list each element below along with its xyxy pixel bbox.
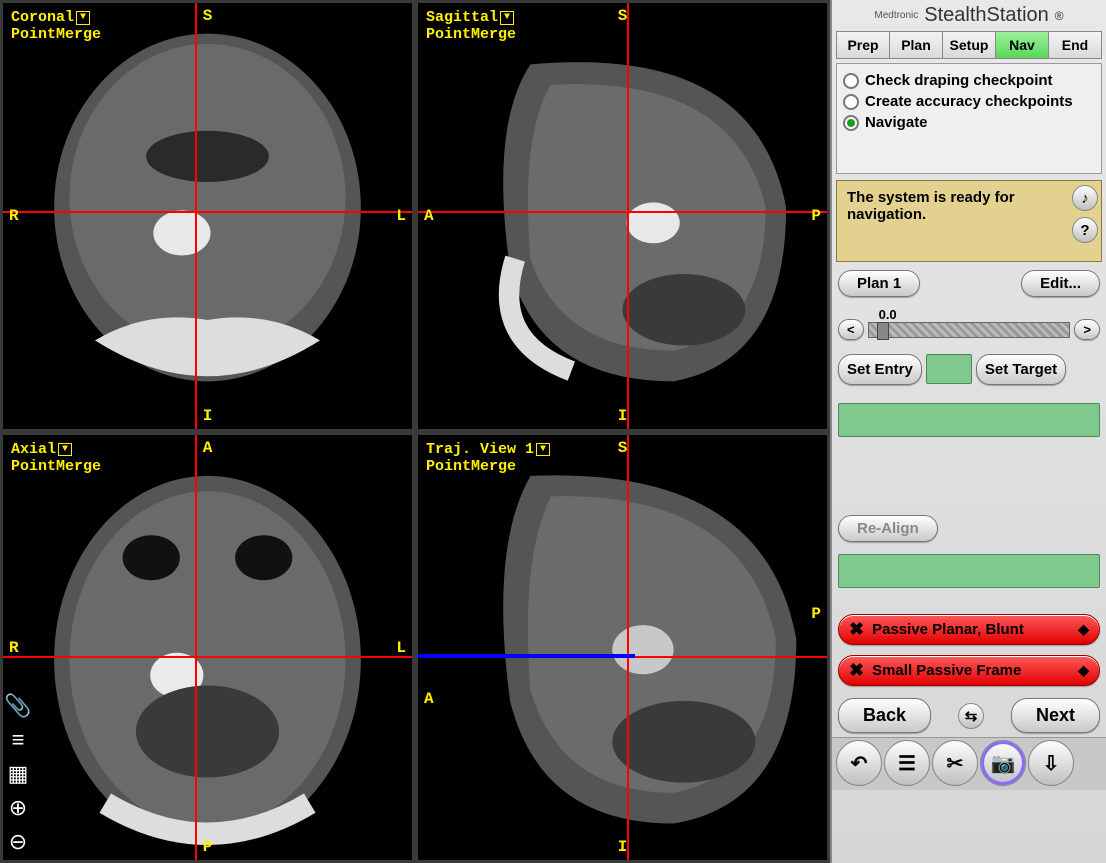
- orient-bottom: I: [618, 838, 628, 856]
- set-target-button[interactable]: Set Target: [976, 354, 1066, 385]
- brand-product: StealthStation: [924, 4, 1049, 27]
- orient-top: S: [618, 7, 628, 25]
- set-entry-button[interactable]: Set Entry: [838, 354, 922, 385]
- check-accuracy[interactable]: Create accuracy checkpoints: [843, 91, 1095, 112]
- crosshair-v: [627, 3, 629, 429]
- orient-left: A: [424, 690, 434, 708]
- download-icon[interactable]: ⇩: [1028, 740, 1074, 786]
- entry-color-swatch: [926, 354, 972, 384]
- plan-button[interactable]: Plan 1: [838, 270, 920, 297]
- x-icon: ✖: [849, 660, 864, 681]
- mri-traj: [418, 435, 827, 861]
- chevron-down-icon[interactable]: ▼: [76, 11, 90, 25]
- tools-icon[interactable]: ✂: [932, 740, 978, 786]
- chevron-down-icon[interactable]: ▼: [536, 443, 550, 457]
- mri-coronal: [3, 3, 412, 429]
- alert-small-frame[interactable]: ✖ Small Passive Frame ◆: [838, 655, 1100, 686]
- pane-title[interactable]: Coronal▼ PointMerge: [11, 9, 101, 44]
- crosshair-v: [195, 435, 197, 861]
- orient-right: L: [396, 639, 406, 657]
- layout-icon[interactable]: ▦: [4, 761, 32, 787]
- alert-passive-planar[interactable]: ✖ Passive Planar, Blunt ◆: [838, 614, 1100, 645]
- orient-left: A: [424, 207, 434, 225]
- next-button[interactable]: Next: [1011, 698, 1100, 733]
- crosshair-v: [195, 3, 197, 429]
- camera-icon[interactable]: 📷: [980, 740, 1026, 786]
- bottom-toolbar: ↶ ☰ ✂ 📷 ⇩: [832, 737, 1106, 790]
- zoom-out-icon[interactable]: ⊖: [4, 829, 32, 855]
- offset-slider[interactable]: 0.0: [868, 322, 1071, 338]
- tab-end[interactable]: End: [1049, 32, 1101, 58]
- orient-left: R: [9, 639, 19, 657]
- zoom-in-icon[interactable]: ⊕: [4, 795, 32, 821]
- help-icon[interactable]: ?: [1072, 217, 1098, 243]
- sliders-icon[interactable]: ≡: [4, 727, 32, 753]
- tab-prep[interactable]: Prep: [837, 32, 890, 58]
- slider-prev[interactable]: <: [838, 319, 864, 340]
- orient-bottom: I: [618, 407, 628, 425]
- control-panel: Medtronic StealthStation® Prep Plan Setu…: [830, 0, 1106, 863]
- check-draping[interactable]: Check draping checkpoint: [843, 70, 1095, 91]
- tab-plan[interactable]: Plan: [890, 32, 943, 58]
- back-button[interactable]: Back: [838, 698, 931, 733]
- pane-title[interactable]: Sagittal▼ PointMerge: [426, 9, 516, 44]
- brand-company: Medtronic: [874, 11, 918, 21]
- pane-title[interactable]: Traj. View 1▼ PointMerge: [426, 441, 550, 476]
- pane-title[interactable]: Axial▼ PointMerge: [11, 441, 101, 476]
- radio-icon: [843, 115, 859, 131]
- slider-next[interactable]: >: [1074, 319, 1100, 340]
- chevron-down-icon[interactable]: ▼: [58, 443, 72, 457]
- edit-button[interactable]: Edit...: [1021, 270, 1100, 297]
- pane-axial[interactable]: Axial▼ PointMerge A P R L: [3, 435, 412, 861]
- slider-value: 0.0: [879, 307, 897, 322]
- link-icon[interactable]: ⇆: [958, 703, 984, 729]
- orient-right: P: [811, 605, 821, 623]
- mri-sagittal: [418, 3, 827, 429]
- trajectory-line: [418, 654, 635, 658]
- orient-right: P: [811, 207, 821, 225]
- orient-bottom: P: [203, 838, 213, 856]
- x-icon: ✖: [849, 619, 864, 640]
- realign-button[interactable]: Re-Align: [838, 515, 938, 542]
- pane-coronal[interactable]: Coronal▼ PointMerge S I R L: [3, 3, 412, 429]
- paperclip-icon[interactable]: 📎: [4, 693, 32, 719]
- brand: Medtronic StealthStation®: [832, 0, 1106, 29]
- radio-icon: [843, 73, 859, 89]
- workflow-tabs: Prep Plan Setup Nav End: [836, 31, 1102, 59]
- check-navigate[interactable]: Navigate: [843, 112, 1095, 133]
- chevron-down-icon[interactable]: ▼: [500, 11, 514, 25]
- status-message: The system is ready for navigation. ♪ ?: [836, 180, 1102, 262]
- pane-trajectory[interactable]: Traj. View 1▼ PointMerge S I A P: [418, 435, 827, 861]
- orient-top: S: [618, 439, 628, 457]
- orient-top: S: [203, 7, 213, 25]
- tab-setup[interactable]: Setup: [943, 32, 996, 58]
- sound-icon[interactable]: ♪: [1072, 185, 1098, 211]
- orient-top: A: [203, 439, 213, 457]
- orient-right: L: [396, 207, 406, 225]
- status-bar-2: [838, 554, 1100, 588]
- tab-nav[interactable]: Nav: [996, 32, 1049, 58]
- orient-left: R: [9, 207, 19, 225]
- crosshair-h: [418, 211, 827, 213]
- status-bar-1: [838, 403, 1100, 437]
- imaging-viewer: Coronal▼ PointMerge S I R L Sagittal▼ Po…: [0, 0, 830, 863]
- viewer-toolbar: 📎 ≡ ▦ ⊕ ⊖: [4, 693, 32, 855]
- list-icon[interactable]: ☰: [884, 740, 930, 786]
- diamond-icon: ◆: [1078, 621, 1089, 638]
- pane-sagittal[interactable]: Sagittal▼ PointMerge S I A P: [418, 3, 827, 429]
- orient-bottom: I: [203, 407, 213, 425]
- radio-icon: [843, 94, 859, 110]
- mri-axial: [3, 435, 412, 861]
- nav-checklist: Check draping checkpoint Create accuracy…: [836, 63, 1102, 174]
- slider-thumb[interactable]: [877, 322, 889, 340]
- undo-icon[interactable]: ↶: [836, 740, 882, 786]
- crosshair-h: [3, 656, 412, 658]
- crosshair-v: [627, 435, 629, 861]
- diamond-icon: ◆: [1078, 662, 1089, 679]
- crosshair-h: [3, 211, 412, 213]
